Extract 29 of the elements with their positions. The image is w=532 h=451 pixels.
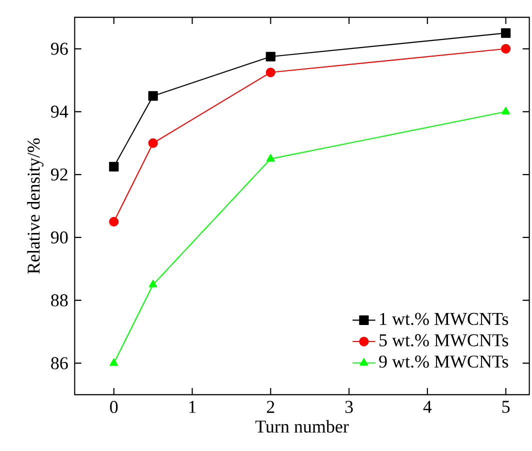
legend-label: 5 wt.% MWCNTs <box>380 334 508 347</box>
point <box>501 44 511 54</box>
y-axis-title: Relative density/% <box>27 138 44 274</box>
y-tick-label: 96 <box>50 42 68 55</box>
point <box>148 280 158 288</box>
y-tick-label: 88 <box>51 294 68 307</box>
legend-label: 1 wt.% MWCNTs <box>380 313 508 326</box>
point <box>148 138 158 148</box>
x-tick-label: 2 <box>266 401 274 414</box>
x-tick-label: 5 <box>502 401 510 414</box>
x-axis-title: Turn number <box>255 420 349 433</box>
x-tick-label: 0 <box>110 401 118 414</box>
point <box>266 68 276 78</box>
x-tick-label: 4 <box>423 401 432 413</box>
point <box>109 217 119 227</box>
point <box>502 107 510 115</box>
point <box>266 52 276 62</box>
point <box>109 162 119 172</box>
x-tick-label: 1 <box>189 401 196 413</box>
point <box>110 358 118 366</box>
point <box>148 91 158 101</box>
y-tick-label: 86 <box>51 357 68 370</box>
y-tick-label: 94 <box>50 106 68 118</box>
point <box>266 154 275 162</box>
point <box>501 28 511 38</box>
y-tick-label: 90 <box>50 232 68 244</box>
legend-label: 9 wt.% MWCNTs <box>379 356 508 368</box>
y-tick-label: 92 <box>50 168 68 181</box>
x-tick-label: 3 <box>345 401 353 414</box>
